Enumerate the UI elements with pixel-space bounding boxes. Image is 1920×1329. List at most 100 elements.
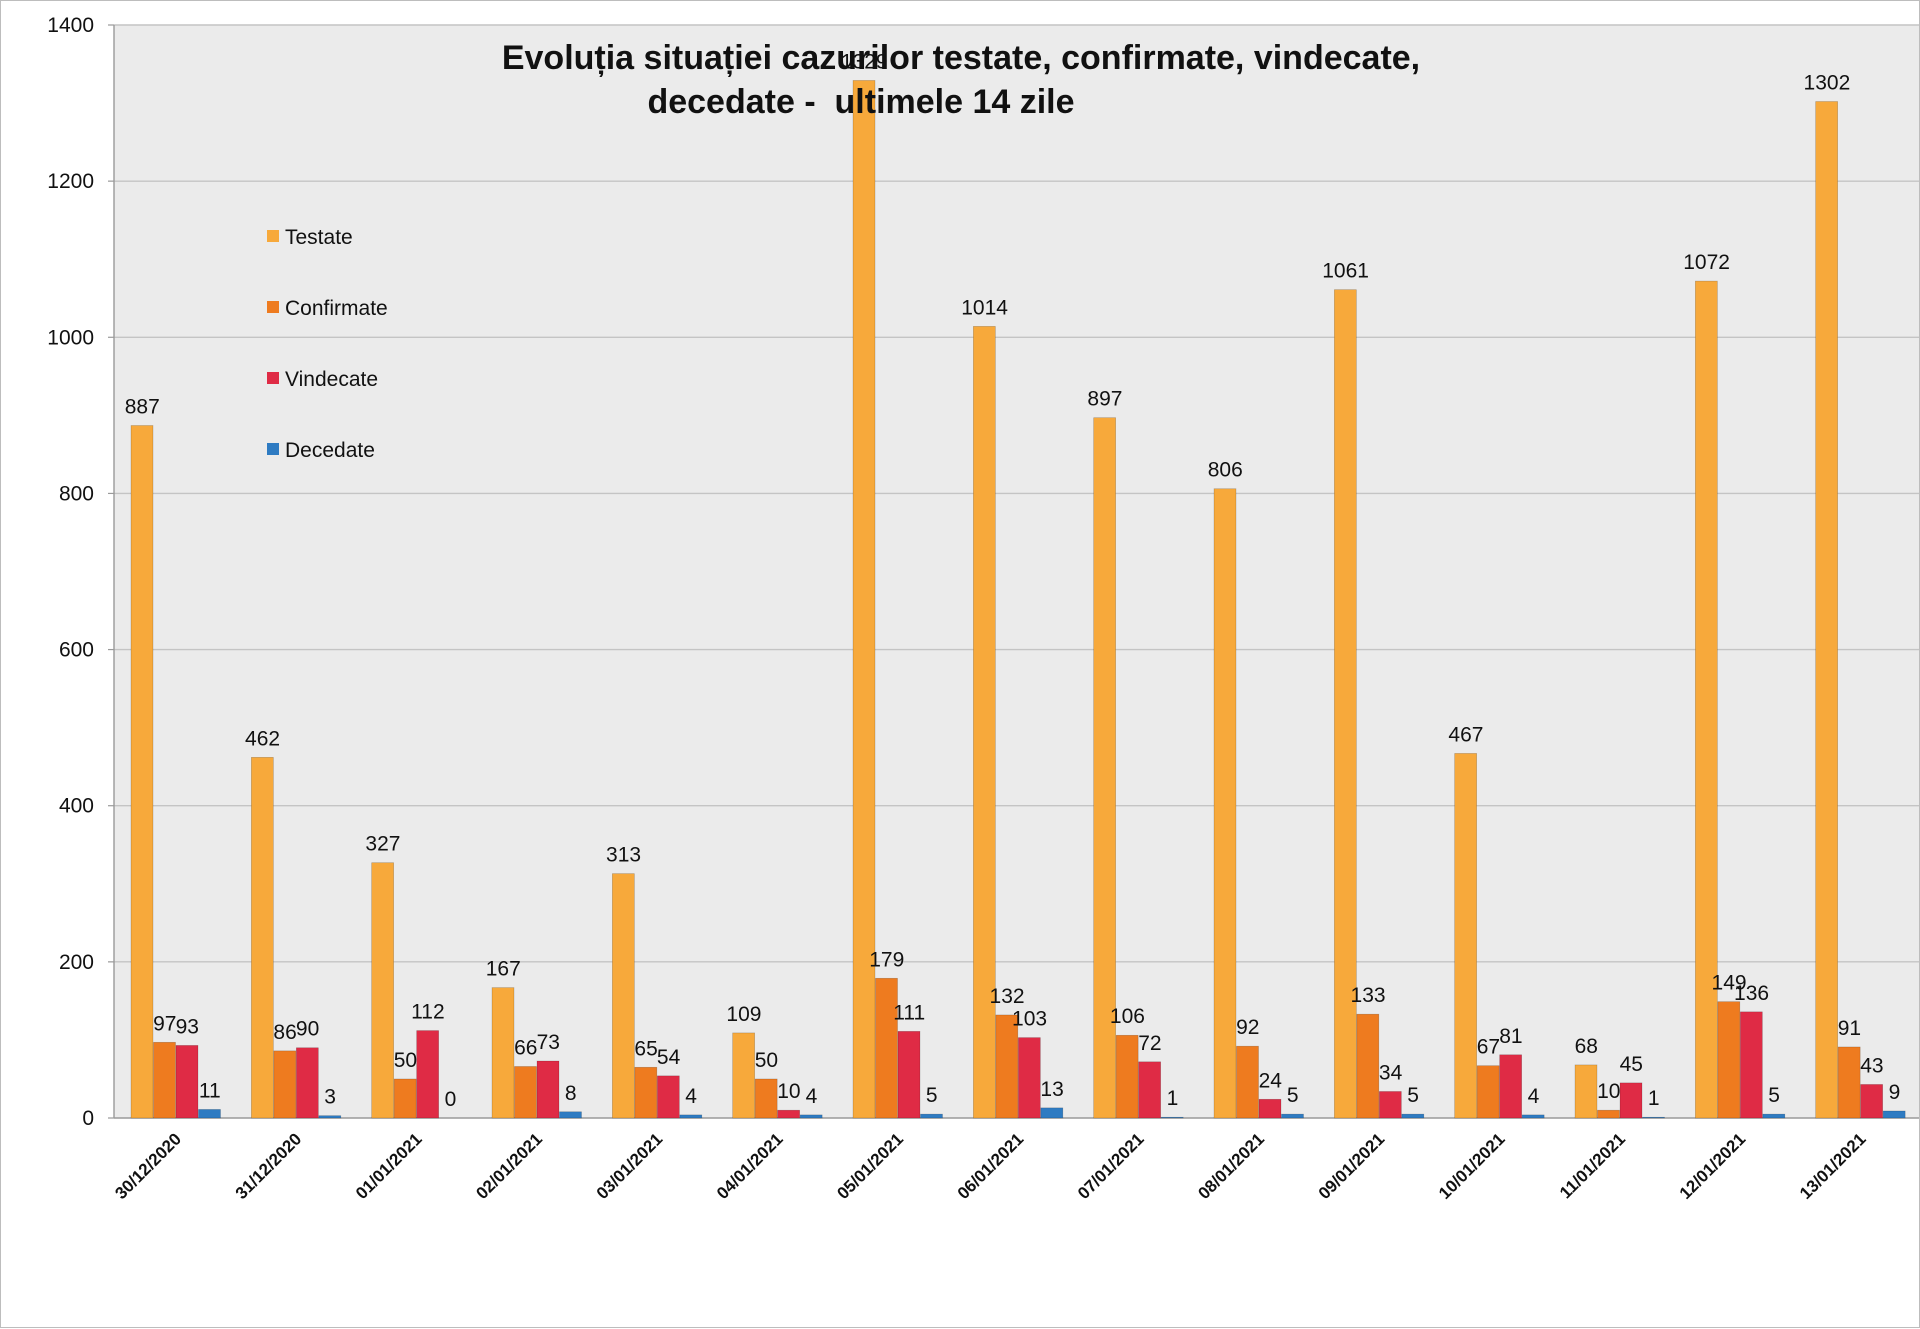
x-tick-label: 30/12/2020 (111, 1129, 185, 1203)
data-label-vindecate: 81 (1499, 1025, 1522, 1048)
bar-decedate (318, 1115, 342, 1119)
bar-vindecate (1860, 1084, 1883, 1119)
data-label-vindecate: 90 (296, 1018, 319, 1041)
bar-decedate (1882, 1110, 1906, 1119)
bar-confirmate (514, 1066, 537, 1119)
y-tick-label: 800 (59, 482, 94, 505)
legend-swatch-vindecate (267, 372, 279, 384)
data-label-decedate: 5 (926, 1084, 938, 1107)
bar-decedate (1040, 1107, 1064, 1119)
bar-testate (1454, 753, 1477, 1119)
bar-confirmate (1597, 1109, 1620, 1119)
x-tick-label: 31/12/2020 (232, 1129, 306, 1203)
bar-testate (371, 862, 394, 1119)
data-label-vindecate: 45 (1620, 1053, 1643, 1076)
bar-decedate (1281, 1113, 1304, 1119)
legend-swatch-testate (267, 230, 279, 242)
data-label-testate: 109 (726, 1003, 761, 1026)
y-tick-label: 400 (59, 795, 94, 818)
data-label-decedate: 11 (199, 1079, 221, 1102)
plot-area (114, 24, 1919, 1118)
y-tick-label: 1200 (47, 170, 94, 193)
data-label-confirmate: 86 (273, 1021, 296, 1044)
bar-decedate (198, 1109, 221, 1119)
data-label-confirmate: 97 (153, 1012, 176, 1035)
data-label-testate: 467 (1448, 723, 1483, 746)
data-label-confirmate: 10 (1597, 1080, 1620, 1103)
data-label-decedate: 1 (1648, 1087, 1660, 1110)
chart-title: Evoluția situației cazurilor testate, co… (502, 39, 1420, 121)
bar-testate (130, 425, 154, 1119)
y-tick-label: 1000 (47, 326, 94, 349)
data-label-vindecate: 24 (1259, 1069, 1283, 1092)
bar-confirmate (1115, 1034, 1139, 1119)
bar-vindecate (175, 1045, 199, 1119)
data-label-vindecate: 43 (1860, 1054, 1883, 1077)
data-label-vindecate: 103 (1012, 1008, 1047, 1031)
bar-confirmate (1236, 1045, 1259, 1119)
data-label-testate: 167 (486, 958, 521, 981)
x-tick-label: 09/01/2021 (1315, 1129, 1389, 1203)
bar-vindecate (1258, 1098, 1282, 1119)
bar-decedate (1160, 1116, 1184, 1119)
data-label-testate: 806 (1208, 459, 1243, 482)
data-label-decedate: 8 (565, 1082, 577, 1105)
data-label-confirmate: 149 (1712, 972, 1747, 995)
data-label-testate: 1061 (1322, 260, 1369, 283)
bar-testate (1695, 280, 1718, 1119)
data-label-confirmate: 106 (1110, 1005, 1145, 1028)
data-label-vindecate: 34 (1379, 1061, 1403, 1084)
legend-label-vindecate: Vindecate (285, 368, 378, 391)
data-label-testate: 1014 (961, 296, 1008, 319)
bar-vindecate (1499, 1054, 1522, 1119)
data-label-vindecate: 73 (537, 1031, 560, 1054)
data-label-vindecate: 136 (1734, 982, 1769, 1005)
x-tick-label: 12/01/2021 (1676, 1129, 1750, 1203)
x-tick-label: 03/01/2021 (593, 1129, 667, 1203)
bar-confirmate (754, 1078, 778, 1119)
data-label-confirmate: 92 (1236, 1016, 1259, 1039)
bar-vindecate (416, 1030, 439, 1119)
y-tick-label: 1400 (47, 14, 94, 37)
x-tick-label: 07/01/2021 (1074, 1129, 1148, 1203)
data-label-testate: 327 (365, 833, 400, 856)
bar-confirmate (273, 1050, 297, 1119)
data-label-vindecate: 111 (893, 1001, 925, 1024)
data-label-confirmate: 179 (869, 948, 904, 971)
data-label-testate: 68 (1575, 1035, 1598, 1058)
bar-confirmate (153, 1041, 176, 1119)
bar-testate (491, 987, 515, 1119)
x-tick-label: 04/01/2021 (713, 1129, 787, 1203)
legend-label-decedate: Decedate (285, 439, 375, 462)
bars (130, 80, 1906, 1119)
data-label-confirmate: 67 (1477, 1036, 1500, 1059)
data-label-vindecate: 72 (1138, 1032, 1161, 1055)
data-label-confirmate: 66 (514, 1036, 537, 1059)
x-axis: 30/12/2020 31/12/2020 01/01/2021 02/01/2021… (111, 1117, 1919, 1203)
x-tick-label: 01/01/2021 (352, 1129, 426, 1203)
bar-testate (1213, 488, 1237, 1119)
bar-confirmate (1476, 1065, 1500, 1119)
bar-vindecate (777, 1109, 800, 1119)
x-tick-label: 11/01/2021 (1556, 1129, 1629, 1202)
x-tick-label: 02/01/2021 (472, 1129, 546, 1203)
data-label-confirmate: 50 (755, 1049, 778, 1072)
bar-testate (1334, 289, 1357, 1119)
bar-decedate (559, 1111, 582, 1119)
plot-background (114, 25, 1919, 1118)
data-label-testate: 897 (1087, 388, 1122, 411)
data-label-testate: 1072 (1683, 251, 1730, 274)
bar-testate (732, 1032, 755, 1119)
chart-subtitle: decedate - ultimele 14 zile (647, 83, 1074, 121)
bar-vindecate (536, 1060, 560, 1119)
data-label-decedate: 4 (1528, 1085, 1540, 1108)
bar-confirmate (1837, 1046, 1861, 1119)
data-label-confirmate: 132 (990, 985, 1025, 1008)
data-label-confirmate: 65 (634, 1037, 657, 1060)
bar-vindecate (1379, 1091, 1402, 1119)
bar-decedate (679, 1114, 703, 1119)
bar-vindecate (1619, 1082, 1643, 1119)
data-label-confirmate: 133 (1351, 984, 1386, 1007)
